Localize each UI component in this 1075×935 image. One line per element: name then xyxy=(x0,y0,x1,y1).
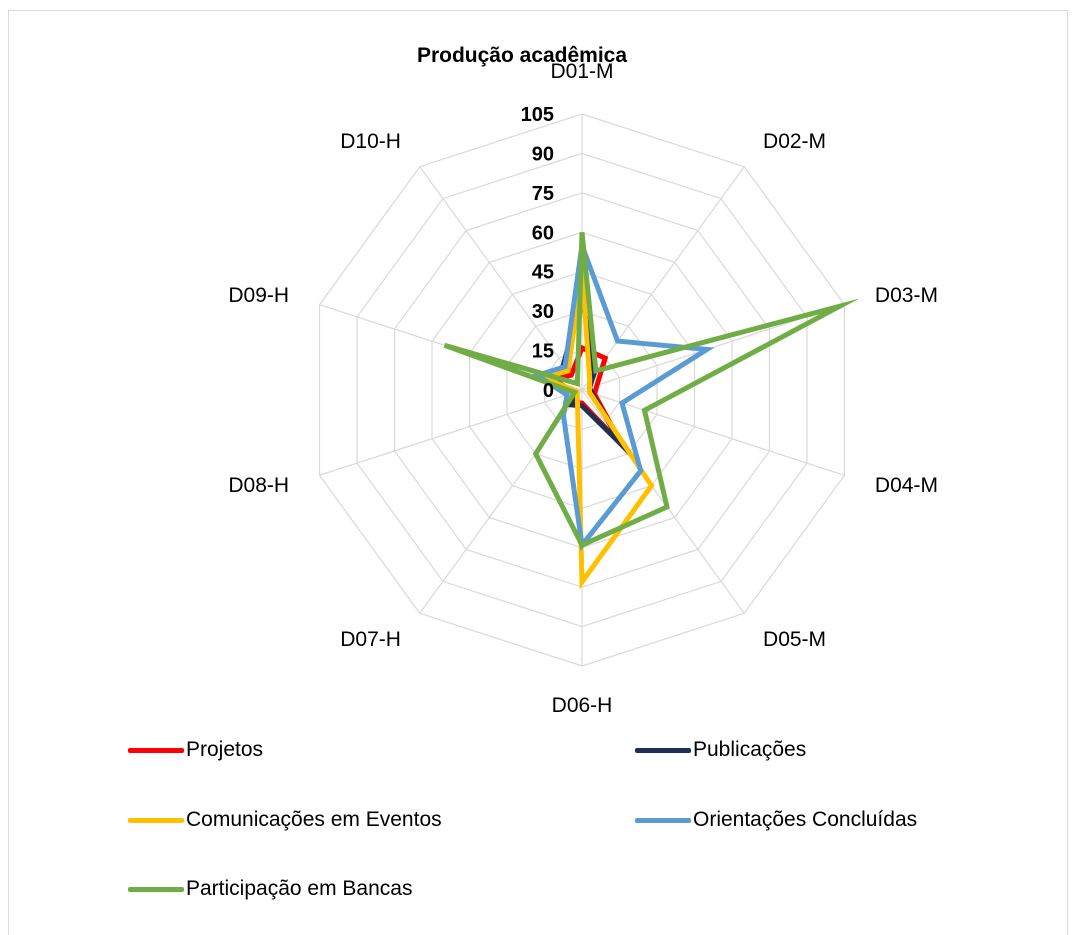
legend-item-publicacoes[interactable]: Publicações xyxy=(635,738,806,762)
legend-item-bancas[interactable]: Participação em Bancas xyxy=(128,877,412,901)
category-labels: D01-M D02-M D03-M D04-M D05-M D06-H D07-H D08-H… xyxy=(228,60,938,717)
radial-tick-label: 105 xyxy=(521,104,554,126)
series-line-4 xyxy=(443,232,860,549)
radial-tick-label: 0 xyxy=(543,380,554,402)
category-label: D03-M xyxy=(875,284,938,307)
legend-label: Projetos xyxy=(186,738,264,761)
grid-spoke xyxy=(319,389,583,476)
legend-label: Participação em Bancas xyxy=(186,877,413,900)
chart-title: Produção acadêmica xyxy=(417,44,627,67)
grid-spoke xyxy=(581,389,845,476)
legend-swatch xyxy=(635,817,691,823)
legend-swatch xyxy=(635,747,691,753)
legend-swatch xyxy=(128,747,184,753)
series-line-3 xyxy=(531,235,715,552)
radar-series xyxy=(443,232,860,590)
category-label: D07-H xyxy=(340,628,401,651)
grid-spoke xyxy=(581,166,745,391)
grid-spoke xyxy=(419,166,583,391)
legend-item-orientacoes[interactable]: Orientações Concluídas xyxy=(635,808,917,832)
legend-label: Publicações xyxy=(693,738,807,761)
radial-tick-label: 45 xyxy=(532,262,554,284)
radial-tick-label: 90 xyxy=(532,143,554,165)
legend-swatch xyxy=(128,817,184,823)
chart-frame xyxy=(8,10,1068,935)
radial-tick-labels: 0 15 30 45 60 75 90 105 xyxy=(521,104,554,402)
category-label: D06-H xyxy=(552,694,613,717)
category-label: D09-H xyxy=(228,284,289,307)
radial-tick-label: 75 xyxy=(532,183,554,205)
radial-tick-label: 30 xyxy=(532,301,554,323)
legend-label: Orientações Concluídas xyxy=(693,808,918,831)
category-label: D04-M xyxy=(875,474,938,497)
category-label: D05-M xyxy=(763,628,826,651)
category-label: D10-H xyxy=(340,130,401,153)
legend-item-comunicacoes[interactable]: Comunicações em Eventos xyxy=(128,808,442,832)
legend-swatch xyxy=(128,886,184,892)
category-label: D08-H xyxy=(228,474,289,497)
category-label: D02-M xyxy=(763,130,826,153)
radial-tick-label: 15 xyxy=(532,341,554,363)
category-label: D01-M xyxy=(550,60,613,83)
radial-tick-label: 60 xyxy=(532,222,554,244)
legend-item-projetos[interactable]: Projetos xyxy=(128,738,263,762)
legend-label: Comunicações em Eventos xyxy=(186,808,442,831)
